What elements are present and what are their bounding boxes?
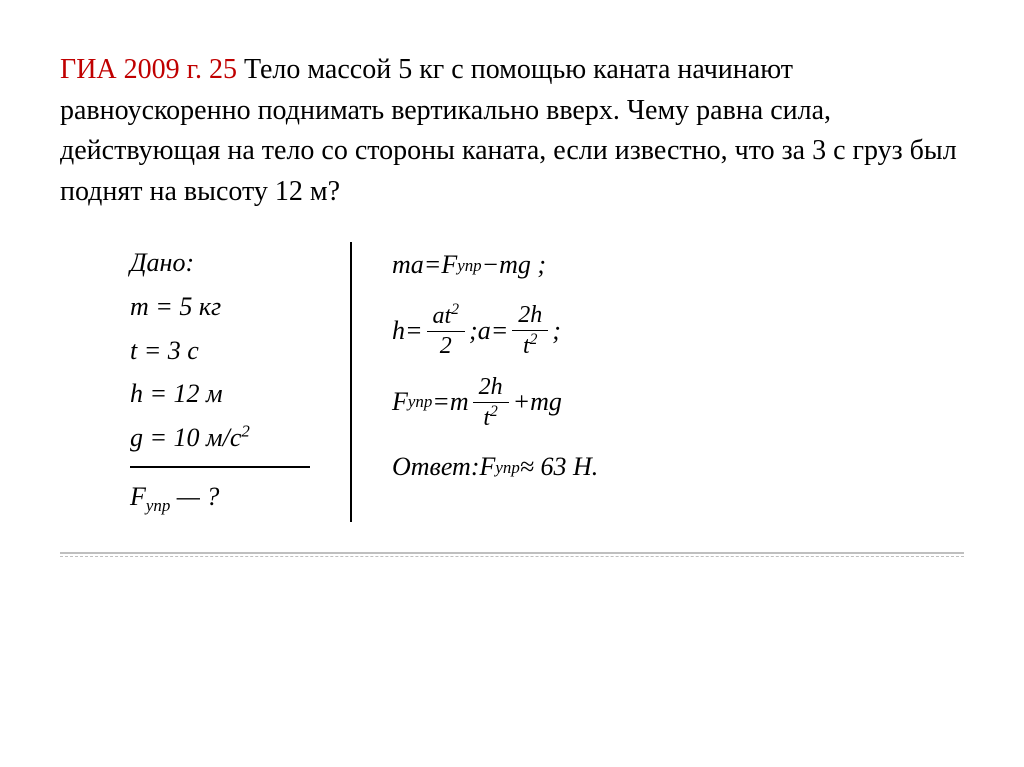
equation-1: ma = Fупр − mg ; [392,242,598,289]
given-time: t = 3 с [130,330,310,372]
given-g: g = 10 м/с2 [130,417,310,459]
answer-line: Ответ: Fупр ≈ 63 Н. [392,444,598,491]
solution-block: Дано: m = 5 кг t = 3 с h = 12 м g = 10 м… [130,242,964,521]
fraction-at2-2: at2 2 [427,301,465,361]
given-column: Дано: m = 5 кг t = 3 с h = 12 м g = 10 м… [130,242,350,521]
find-quantity: Fупр — ? [130,476,310,519]
footer-divider [60,552,964,557]
fraction-2h-t2: 2h t2 [512,301,548,361]
given-divider [130,466,310,468]
problem-statement: ГИА 2009 г. 25 Тело массой 5 кг с помощь… [60,50,964,212]
equation-3: Fупр = m 2h t2 + mg [392,373,598,433]
solution-column: ma = Fупр − mg ; h = at2 2 ; a = 2h t2 ;… [352,242,598,521]
given-label: Дано: [130,242,310,284]
given-mass: m = 5 кг [130,286,310,328]
fraction-2h-t2-b: 2h t2 [473,373,509,433]
given-height: h = 12 м [130,373,310,415]
equation-2: h = at2 2 ; a = 2h t2 ; [392,301,598,361]
title-prefix: ГИА 2009 г. 25 [60,54,237,85]
